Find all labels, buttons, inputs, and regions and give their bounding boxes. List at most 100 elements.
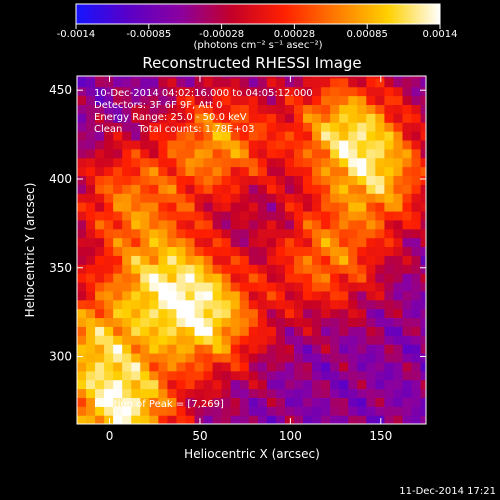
heatmap-cell: [203, 281, 214, 292]
heatmap-cell: [185, 299, 196, 310]
heatmap-cell: [158, 228, 169, 239]
heatmap-cell: [366, 113, 376, 123]
heatmap-cell: [393, 344, 404, 354]
heatmap-cell: [275, 352, 286, 363]
heatmap-cell: [293, 184, 304, 194]
heatmap-cell: [312, 113, 322, 123]
heatmap-image: [77, 76, 426, 424]
heatmap-cell: [176, 202, 187, 212]
heatmap-cell: [321, 264, 331, 274]
heatmap-cell: [158, 122, 169, 132]
heatmap-cell: [104, 131, 114, 141]
heatmap-cell: [266, 157, 277, 168]
heatmap-cell: [393, 77, 404, 88]
heatmap-cell: [284, 344, 295, 354]
heatmap-cell: [212, 131, 223, 141]
heatmap-cell: [393, 255, 404, 265]
heatmap-cell: [384, 166, 395, 177]
heatmap-cell: [303, 290, 313, 301]
heatmap-cell: [113, 95, 123, 106]
heatmap-cell: [420, 175, 426, 185]
heatmap-cell: [366, 397, 376, 407]
heatmap-cell: [104, 255, 114, 265]
heatmap-cell: [402, 290, 413, 301]
heatmap-cell: [122, 264, 132, 274]
heatmap-cell: [384, 210, 395, 221]
heatmap-cell: [239, 344, 250, 354]
heatmap-cell: [203, 122, 214, 132]
heatmap-cell: [212, 344, 223, 354]
heatmap-cell: [303, 210, 313, 221]
heatmap-cell: [303, 157, 313, 168]
heatmap-cell: [293, 308, 304, 319]
heatmap-cell: [339, 352, 349, 363]
heatmap-cell: [257, 388, 268, 398]
heatmap-cell: [212, 175, 223, 185]
heatmap-cell: [266, 184, 277, 194]
heatmap-cell: [86, 219, 96, 230]
heatmap-cell: [330, 255, 340, 265]
heatmap-cell: [185, 148, 196, 159]
heatmap-cell: [393, 210, 404, 221]
heatmap-cell: [140, 361, 150, 372]
heatmap-cell: [321, 184, 331, 194]
heatmap-cell: [230, 157, 241, 168]
heatmap-cell: [357, 104, 367, 114]
heatmap-cell: [420, 202, 426, 212]
heatmap-cell: [248, 344, 259, 354]
heatmap-cell: [330, 415, 340, 424]
heatmap-cell: [275, 175, 286, 185]
heatmap-cell: [275, 273, 286, 283]
heatmap-cell: [321, 415, 331, 424]
heatmap-cell: [339, 202, 349, 212]
heatmap-cell: [77, 210, 87, 221]
heatmap-cell: [411, 379, 422, 390]
heatmap-cell: [420, 361, 426, 372]
heatmap-cell: [357, 352, 367, 363]
heatmap-cell: [86, 255, 96, 265]
heatmap-cell: [257, 175, 268, 185]
heatmap-cell: [248, 308, 259, 319]
heatmap-cell: [402, 255, 413, 265]
heatmap-cell: [230, 202, 241, 212]
heatmap-cell: [149, 76, 159, 79]
heatmap-cell: [104, 317, 114, 327]
heatmap-cell: [303, 255, 313, 265]
heatmap-cell: [86, 406, 96, 416]
heatmap-cell: [230, 175, 241, 185]
heatmap-cell: [257, 193, 268, 203]
heatmap-cell: [266, 95, 277, 106]
heatmap-cell: [149, 273, 159, 283]
heatmap-cell: [140, 193, 150, 203]
heatmap-cell: [176, 415, 187, 424]
heatmap-cell: [393, 397, 404, 407]
heatmap-cell: [375, 210, 386, 221]
heatmap-cell: [248, 77, 259, 88]
heatmap-cell: [158, 184, 169, 194]
heatmap-cell: [339, 397, 349, 407]
heatmap-cell: [185, 308, 196, 319]
heatmap-cell: [176, 219, 187, 230]
heatmap-cell: [203, 157, 214, 168]
heatmap-cell: [348, 308, 358, 319]
heatmap-cell: [393, 104, 404, 114]
heatmap-cell: [185, 415, 196, 424]
heatmap-cell: [140, 308, 150, 319]
heatmap-cell: [375, 415, 386, 424]
heatmap-cell: [339, 113, 349, 123]
heatmap-cell: [95, 139, 105, 150]
heatmap-cell: [420, 379, 426, 390]
heatmap-cell: [149, 317, 159, 327]
heatmap-cell: [275, 361, 286, 372]
heatmap-cell: [348, 352, 358, 363]
heatmap-cell: [266, 370, 277, 381]
heatmap-cell: [284, 148, 295, 159]
heatmap-cell: [185, 290, 196, 301]
heatmap-cell: [86, 344, 96, 354]
heatmap-cell: [248, 246, 259, 256]
heatmap-cell: [140, 210, 150, 221]
heatmap-cell: [393, 273, 404, 283]
heatmap-cell: [293, 335, 304, 345]
heatmap-cell: [203, 406, 214, 416]
heatmap-cell: [86, 237, 96, 248]
